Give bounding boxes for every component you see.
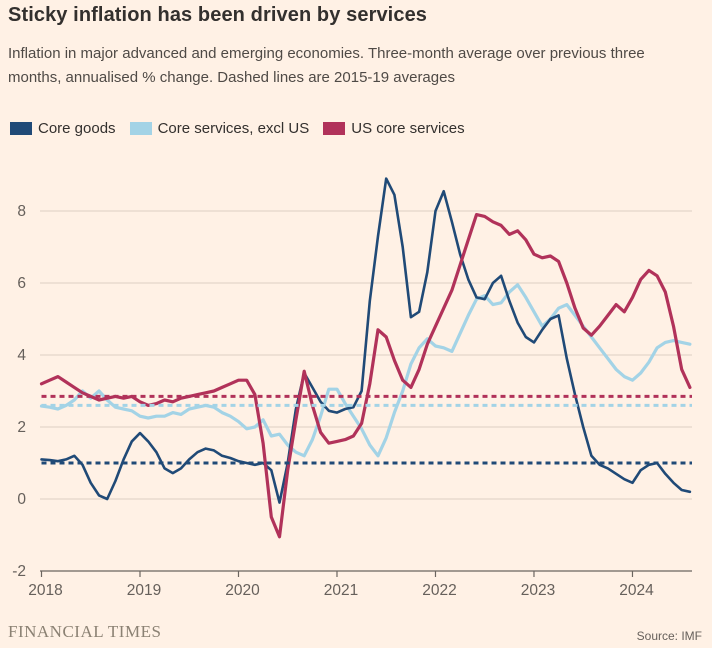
source-note: Source: IMF xyxy=(636,629,702,643)
legend-label-core-goods: Core goods xyxy=(38,120,116,137)
x-tick-label: 2019 xyxy=(127,582,161,599)
legend-swatch-core-goods xyxy=(10,122,32,135)
legend-item-us-core-services: US core services xyxy=(323,120,465,137)
legend-label-core-services-excl-us: Core services, excl US xyxy=(157,120,310,137)
legend-swatch-us-core-services xyxy=(323,122,346,135)
inflation-chart: 2018 2019 2020 2021 2022 2023 2024 8 6 4 2 0 -2 xyxy=(0,150,712,612)
x-tick-label: 2018 xyxy=(28,582,62,599)
legend-swatch-core-services-excl-us xyxy=(129,122,152,135)
chart-legend: Core goods Core services, excl US US cor… xyxy=(10,120,465,137)
ft-brand-logo: FINANCIAL TIMES xyxy=(8,622,162,641)
chart-subtitle: Inflation in major advanced and emerging… xyxy=(8,45,645,86)
x-tick-label: 2021 xyxy=(324,582,358,599)
y-tick-label: 2 xyxy=(17,419,26,436)
x-tick-label: 2020 xyxy=(225,582,260,599)
legend-item-core-services-excl-us: Core services, excl US xyxy=(129,120,310,137)
y-tick-label: -2 xyxy=(12,563,26,580)
series-line-core-services-excl-us xyxy=(39,283,692,458)
y-tick-label: 0 xyxy=(17,491,26,508)
inflation-chart-svg: 2018 2019 2020 2021 2022 2023 2024 8 6 4 2 0 -2 xyxy=(12,177,692,599)
y-tick-label: 8 xyxy=(17,203,26,220)
y-tick-label: 6 xyxy=(17,275,26,292)
x-tick-label: 2024 xyxy=(619,582,654,599)
y-tick-label: 4 xyxy=(17,347,26,364)
x-tick-label: 2022 xyxy=(422,582,456,599)
series-line-core-goods xyxy=(40,177,692,504)
x-tick-label: 2023 xyxy=(521,582,555,599)
legend-item-core-goods: Core goods xyxy=(10,120,116,137)
legend-label-us-core-services: US core services xyxy=(351,120,465,137)
page-title: Sticky inflation has been driven by serv… xyxy=(8,4,428,26)
series-line-us-core-services xyxy=(39,212,692,539)
